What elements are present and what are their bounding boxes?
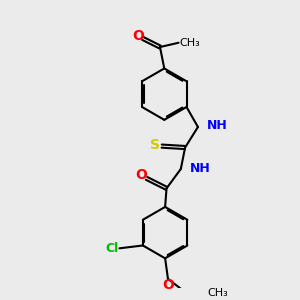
Text: O: O [132,28,144,43]
Text: O: O [136,168,147,182]
Text: CH₃: CH₃ [179,38,200,48]
Text: S: S [150,138,161,152]
Text: NH: NH [190,162,211,175]
Text: CH₃: CH₃ [208,288,228,298]
Text: NH: NH [207,119,228,132]
Text: Cl: Cl [105,242,119,255]
Text: O: O [162,278,174,292]
